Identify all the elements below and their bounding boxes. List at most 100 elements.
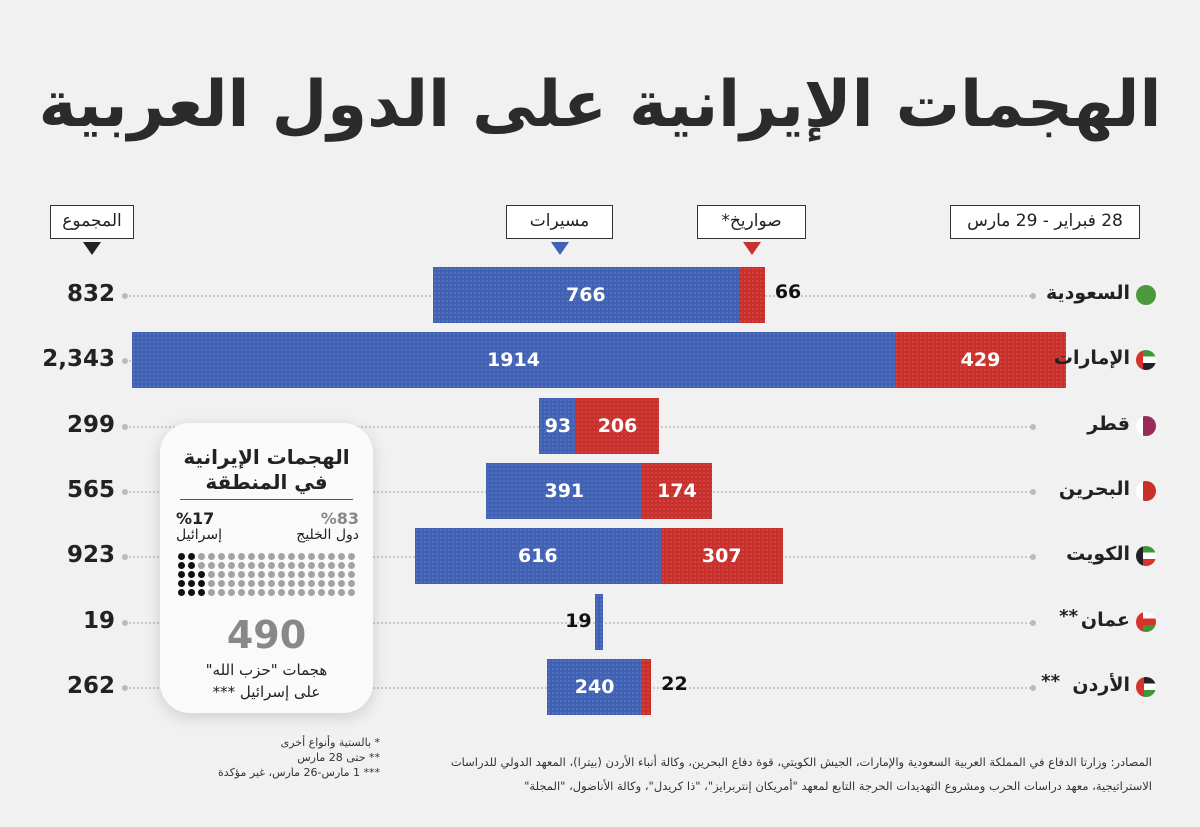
leader-dot <box>1030 619 1036 626</box>
israel-percent: %17 <box>176 509 215 528</box>
drone-bar: 391 <box>486 462 643 519</box>
drone-bar: 240 <box>546 658 643 715</box>
israel-dot <box>188 580 195 587</box>
missile-bar <box>642 658 652 715</box>
row-total: 565 <box>66 476 115 503</box>
gulf-dot <box>248 562 255 569</box>
drone-bar <box>595 593 603 650</box>
gulf-dot <box>258 571 265 578</box>
flag-bahrain-icon <box>1136 480 1156 501</box>
footnote: *** 1 مارس-26 مارس، غير مؤكدة <box>218 766 380 779</box>
gulf-dot <box>278 571 285 578</box>
dot-matrix <box>178 553 358 596</box>
gulf-dot <box>208 553 215 560</box>
gulf-dot <box>248 589 255 596</box>
gulf-dot <box>208 589 215 596</box>
drones-pointer-icon <box>551 242 569 255</box>
leader-dot <box>122 554 128 561</box>
gulf-dot <box>248 580 255 587</box>
footnote: ** حتى 28 مارس <box>297 751 380 764</box>
israel-dot <box>198 589 205 596</box>
gulf-dot <box>278 562 285 569</box>
gulf-dot <box>198 553 205 560</box>
missiles-legend-label: صواريخ* <box>697 205 806 239</box>
gulf-dot <box>208 562 215 569</box>
israel-dot <box>188 589 195 596</box>
row-total: 19 <box>82 607 115 634</box>
gulf-dot <box>348 589 355 596</box>
gulf-dot <box>288 562 295 569</box>
hezbollah-attack-count: 490 <box>226 613 307 657</box>
gulf-dot <box>328 580 335 587</box>
israel-dot <box>178 553 185 560</box>
gulf-dot <box>228 562 235 569</box>
drone-bar: 93 <box>539 397 577 454</box>
footnote: * بالستية وأنواع أخرى <box>280 736 380 749</box>
gulf-dot <box>298 571 305 578</box>
gulf-dot <box>218 580 225 587</box>
israel-dot <box>188 571 195 578</box>
gulf-dot <box>338 589 345 596</box>
flag-oman-icon <box>1136 611 1156 632</box>
gulf-dot <box>248 553 255 560</box>
gulf-dot <box>238 553 245 560</box>
footnotes: * بالستية وأنواع أخرى ** حتى 28 مارس ***… <box>180 735 380 780</box>
gulf-dot <box>328 562 335 569</box>
total-pointer-icon <box>83 242 101 255</box>
flag-jordan-icon <box>1136 676 1156 697</box>
gulf-dot <box>318 589 325 596</box>
row-total: 832 <box>66 281 115 307</box>
gulf-dot <box>308 571 315 578</box>
gulf-dot <box>298 580 305 587</box>
gulf-dot <box>308 553 315 560</box>
israel-dot <box>178 589 185 596</box>
gulf-dot <box>288 571 295 578</box>
gulf-dot <box>348 580 355 587</box>
missile-bar: 429 <box>894 332 1066 389</box>
drone-bar: 616 <box>415 528 661 585</box>
gulf-dot <box>328 589 335 596</box>
israel-dot <box>188 562 195 569</box>
leader-dot <box>122 293 128 299</box>
row-total: 923 <box>66 542 115 569</box>
country-label: قطر <box>1087 412 1130 435</box>
israel-dot <box>178 571 185 578</box>
gulf-dot <box>238 571 245 578</box>
gulf-dot <box>228 553 235 560</box>
gulf-dot <box>318 580 325 587</box>
card-title-line1: الهجمات الإيرانية <box>183 445 350 469</box>
gulf-dot <box>328 571 335 578</box>
sources-text: المصادر: وزارتا الدفاع في المملكة العربي… <box>450 755 1152 793</box>
missile-bar: 174 <box>642 462 712 519</box>
drones-legend-label: مسيرات <box>506 205 613 239</box>
gulf-dot <box>238 580 245 587</box>
missile-bar: 307 <box>660 528 783 585</box>
gulf-dot <box>338 562 345 569</box>
leader-dot <box>122 358 128 365</box>
gulf-dot <box>318 571 325 578</box>
gulf-dot <box>208 580 215 587</box>
gulf-dot <box>298 553 305 560</box>
gulf-dot <box>288 580 295 587</box>
gulf-dot <box>298 589 305 596</box>
region-summary-card: الهجمات الإيرانية في المنطقة %83 دول الخل… <box>160 423 373 713</box>
missile-value-label: 66 <box>774 281 802 303</box>
flag-saudi-arabia-icon <box>1136 285 1156 305</box>
gulf-dot <box>198 562 205 569</box>
gulf-dot <box>258 553 265 560</box>
gulf-dot <box>218 553 225 560</box>
flag-qatar-icon <box>1136 415 1156 436</box>
gulf-dot <box>298 562 305 569</box>
row-total: 2,343 <box>42 346 115 373</box>
country-footnote-mark: ** <box>1041 670 1060 692</box>
gulf-dot <box>338 571 345 578</box>
drone-bar: 1914 <box>132 332 895 389</box>
hezbollah-label-line2: على إسرائيل *** <box>212 683 321 701</box>
israel-dot <box>178 580 185 587</box>
israel-dot <box>198 571 205 578</box>
gulf-dot <box>238 562 245 569</box>
gulf-dot <box>308 580 315 587</box>
total-column-label: المجموع <box>50 205 134 239</box>
gulf-dot <box>208 571 215 578</box>
